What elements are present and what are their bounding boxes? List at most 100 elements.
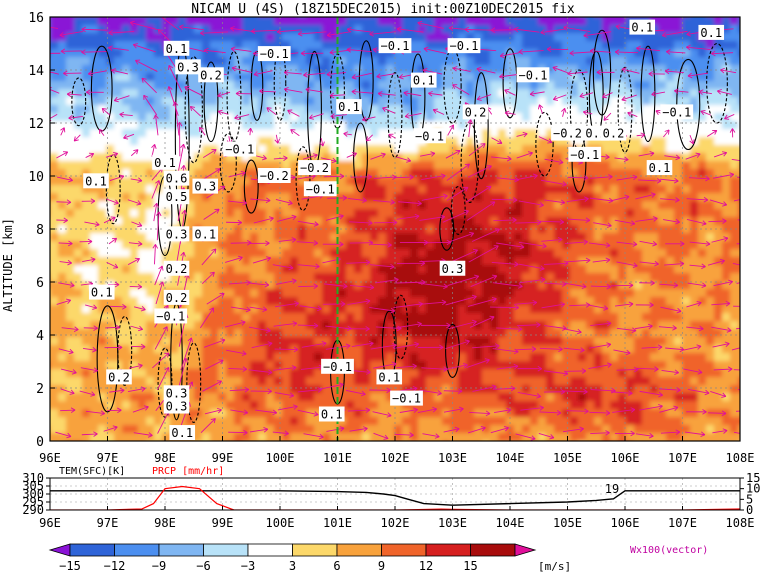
field-cell: [194, 105, 203, 114]
field-cell: [58, 353, 67, 362]
field-cell: [82, 321, 91, 330]
field-cell: [162, 433, 171, 441]
field-cell: [122, 417, 131, 426]
field-cell: [482, 209, 491, 218]
field-cell: [730, 361, 739, 370]
field-cell: [698, 385, 707, 394]
field-cell: [674, 233, 683, 242]
field-cell: [610, 305, 619, 314]
field-cell: [650, 57, 659, 66]
field-cell: [154, 273, 163, 282]
field-cell: [450, 377, 459, 386]
field-cell: [290, 441, 299, 450]
field-cell: [346, 313, 355, 322]
field-cell: [106, 41, 115, 50]
field-cell: [546, 201, 555, 210]
field-cell: [554, 137, 563, 146]
field-cell: [530, 417, 539, 426]
field-cell: [474, 17, 483, 26]
field-cell: [586, 289, 595, 298]
field-cell: [602, 345, 611, 354]
field-cell: [450, 193, 459, 202]
field-cell: [290, 417, 299, 426]
field-cell: [706, 369, 715, 378]
field-cell: [402, 25, 411, 34]
field-cell: [690, 393, 699, 402]
field-cell: [122, 305, 131, 314]
field-cell: [602, 393, 611, 402]
field-cell: [330, 73, 339, 82]
field-cell: [730, 177, 739, 186]
field-cell: [346, 441, 355, 450]
field-cell: [530, 25, 539, 34]
field-cell: [266, 425, 275, 434]
field-cell: [274, 409, 283, 418]
field-cell: [122, 393, 131, 402]
field-cell: [338, 433, 347, 441]
field-cell: [634, 353, 643, 362]
field-cell: [426, 97, 435, 106]
field-cell: [74, 65, 83, 74]
field-cell: [746, 225, 755, 234]
field-cell: [722, 153, 731, 162]
field-cell: [482, 129, 491, 138]
wind-vector: [58, 242, 73, 245]
field-cell: [522, 257, 531, 266]
field-cell: [642, 361, 651, 370]
field-cell: [82, 361, 91, 370]
field-cell: [442, 41, 451, 50]
field-cell: [194, 17, 203, 26]
field-cell: [202, 353, 211, 362]
field-cell: [362, 361, 371, 370]
field-cell: [746, 393, 755, 402]
field-cell: [370, 57, 379, 66]
field-cell: [498, 57, 507, 66]
field-cell: [722, 169, 731, 178]
field-cell: [290, 201, 299, 210]
field-cell: [162, 417, 171, 426]
field-cell: [498, 241, 507, 250]
field-cell: [570, 97, 579, 106]
field-cell: [354, 193, 363, 202]
field-cell: [298, 329, 307, 338]
field-cell: [306, 105, 315, 114]
field-cell: [626, 353, 635, 362]
field-cell: [290, 433, 299, 441]
field-cell: [410, 217, 419, 226]
field-cell: [538, 209, 547, 218]
field-cell: [346, 89, 355, 98]
field-cell: [146, 129, 155, 138]
field-cell: [586, 49, 595, 58]
field-cell: [258, 41, 267, 50]
field-cell: [66, 49, 75, 58]
field-cell: [746, 33, 755, 42]
field-cell: [394, 177, 403, 186]
field-cell: [290, 177, 299, 186]
field-cell: [106, 401, 115, 410]
field-cell: [106, 89, 115, 98]
field-cell: [602, 137, 611, 146]
field-cell: [394, 297, 403, 306]
field-cell: [674, 385, 683, 394]
field-cell: [746, 321, 755, 330]
field-cell: [690, 265, 699, 274]
field-cell: [490, 257, 499, 266]
field-cell: [370, 97, 379, 106]
field-cell: [402, 129, 411, 138]
field-cell: [50, 385, 59, 394]
field-cell: [594, 17, 603, 18]
field-cell: [738, 65, 740, 74]
field-cell: [682, 137, 691, 146]
field-cell: [458, 185, 467, 194]
field-cell: [114, 17, 123, 18]
field-cell: [714, 129, 723, 138]
field-cell: [418, 201, 427, 210]
field-cell: [658, 441, 667, 450]
field-cell: [130, 161, 139, 170]
field-cell: [738, 289, 740, 298]
field-cell: [242, 129, 251, 138]
field-cell: [138, 81, 147, 90]
field-cell: [602, 73, 611, 82]
field-cell: [330, 129, 339, 138]
field-cell: [634, 145, 643, 154]
